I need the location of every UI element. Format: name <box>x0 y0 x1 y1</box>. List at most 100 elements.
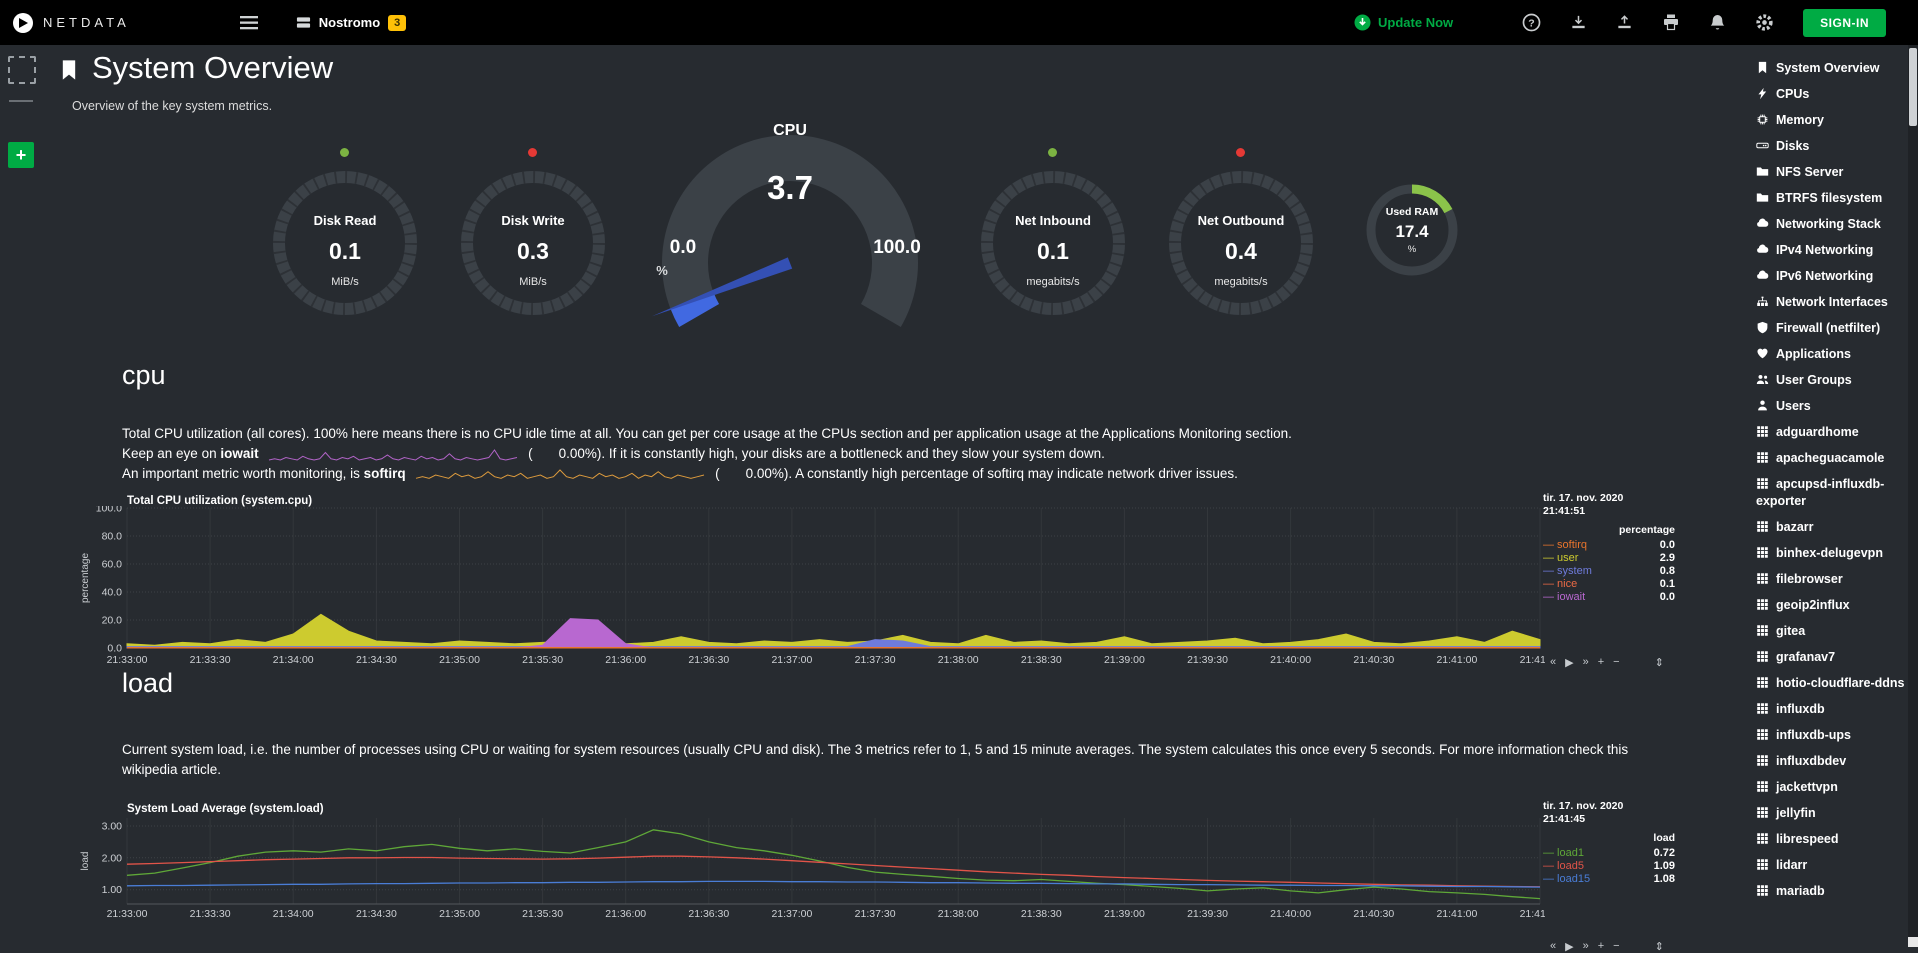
resize-handle[interactable]: ⇕ <box>1654 657 1664 669</box>
legend-item-system[interactable]: — system 0.8 <box>1543 565 1675 577</box>
sidebar-item-apcupsd-influxdb-exporter[interactable]: apcupsd-influxdb-exporter <box>1756 476 1885 508</box>
gauge-disk-write: Disk Write 0.3 MiB/s <box>458 148 608 318</box>
node-selector[interactable]: Nostromo 3 <box>296 14 407 31</box>
import-snapshot-button[interactable] <box>1616 14 1633 31</box>
sidebar-item-btrfs-filesystem[interactable]: BTRFS filesystem <box>1756 185 1908 211</box>
legend-item-load15[interactable]: — load15 1.08 <box>1543 873 1675 885</box>
sidebar-item-apacheguacamole[interactable]: apacheguacamole <box>1756 445 1908 471</box>
sidebar-item-disks[interactable]: Disks <box>1756 133 1908 159</box>
svg-text:21:37:00: 21:37:00 <box>771 908 812 920</box>
gauge-ring <box>461 171 605 315</box>
sidebar-item-lidarr[interactable]: lidarr <box>1756 852 1908 878</box>
svg-text:21:41:00: 21:41:00 <box>1436 908 1477 920</box>
cpu-description: Total CPU utilization (all cores). 100% … <box>122 424 1662 484</box>
sidebar-item-gitea[interactable]: gitea <box>1756 618 1908 644</box>
sidebar-item-system-overview[interactable]: System Overview <box>1756 55 1908 81</box>
grid-icon <box>1756 425 1769 438</box>
page-title: System Overview <box>92 50 334 85</box>
sidebar-item-applications[interactable]: Applications <box>1756 341 1908 367</box>
gauge-label: Net Inbound <box>1015 213 1091 228</box>
grid-icon <box>1756 572 1769 585</box>
legend-item-iowait[interactable]: — iowait 0.0 <box>1543 591 1675 603</box>
svg-text:21:34:00: 21:34:00 <box>273 908 314 920</box>
pan-forward-button[interactable]: » <box>1582 656 1589 668</box>
alarms-button[interactable] <box>1709 14 1726 32</box>
sidebar-item-firewall-netfilter-[interactable]: Firewall (netfilter) <box>1756 315 1908 341</box>
zoom-in-button[interactable]: + <box>1597 940 1605 952</box>
sidebar-item-user-groups[interactable]: User Groups <box>1756 367 1908 393</box>
add-button[interactable]: + <box>8 142 34 168</box>
zoom-in-button[interactable]: + <box>1597 656 1605 668</box>
cpu-chart-canvas[interactable]: 21:33:00 21:33:30 21:34:00 21:34:30 21:35:00… <box>95 506 1545 666</box>
export-snapshot-button[interactable] <box>1570 14 1587 31</box>
sidebar-item-librespeed[interactable]: librespeed <box>1756 826 1908 852</box>
play-button[interactable]: ▶ <box>1565 657 1574 669</box>
node-icon <box>296 17 310 28</box>
softirq-sparkline <box>416 469 705 479</box>
sidebar-item-users[interactable]: Users <box>1756 393 1908 419</box>
legend-item-softirq[interactable]: — softirq 0.0 <box>1543 539 1675 551</box>
highlight-region-tool[interactable] <box>8 56 36 84</box>
legend-item-nice[interactable]: — nice 0.1 <box>1543 578 1675 590</box>
sidebar-item-nfs-server[interactable]: NFS Server <box>1756 159 1908 185</box>
svg-text:40.0: 40.0 <box>102 587 123 599</box>
gauge-label: Disk Read <box>313 213 377 228</box>
update-now-button[interactable]: Update Now <box>1354 14 1453 31</box>
svg-text:21:35:30: 21:35:30 <box>522 908 563 920</box>
sidebar-item-adguardhome[interactable]: adguardhome <box>1756 419 1908 445</box>
sidebar-item-jackettvpn[interactable]: jackettvpn <box>1756 774 1908 800</box>
zoom-out-button[interactable]: − <box>1613 656 1620 668</box>
legend-item-user[interactable]: — user 2.9 <box>1543 552 1675 564</box>
settings-button[interactable] <box>1755 13 1774 32</box>
load-description: Current system load, i.e. the number of … <box>122 742 1629 777</box>
hdd-icon <box>1756 139 1769 152</box>
sign-in-button[interactable]: SIGN-IN <box>1803 8 1886 37</box>
pan-backward-button[interactable]: « <box>1550 940 1557 952</box>
sidebar-item-mariadb[interactable]: mariadb <box>1756 878 1908 904</box>
cloud-icon <box>1756 269 1769 282</box>
sidebar-item-filebrowser[interactable]: filebrowser <box>1756 566 1908 592</box>
sidebar-item-ipv4-networking[interactable]: IPv4 Networking <box>1756 237 1908 263</box>
gauge-status-dot <box>340 148 349 157</box>
y-axis-label: percentage <box>80 552 91 604</box>
sidebar-item-bazarr[interactable]: bazarr <box>1756 514 1908 540</box>
brand-text: NETDATA <box>43 15 130 30</box>
netdata-brand[interactable]: NETDATA <box>12 12 130 34</box>
scrollbar-thumb[interactable] <box>1909 48 1917 126</box>
svg-text:21:36:30: 21:36:30 <box>688 654 729 666</box>
page-scrollbar[interactable] <box>1908 45 1918 947</box>
sidebar-item-memory[interactable]: Memory <box>1756 107 1908 133</box>
wikipedia-link[interactable]: this wikipedia article. <box>122 742 1629 777</box>
sidebar-item-influxdb[interactable]: influxdb <box>1756 696 1908 722</box>
sidebar-item-ipv6-networking[interactable]: IPv6 Networking <box>1756 263 1908 289</box>
menu-toggle-button[interactable] <box>239 15 258 30</box>
sidebar-item-cpus[interactable]: CPUs <box>1756 81 1908 107</box>
help-button[interactable]: ? <box>1522 13 1541 32</box>
zoom-out-button[interactable]: − <box>1613 940 1620 952</box>
update-cloud-icon <box>1354 14 1371 31</box>
sidebar-item-grafanav7[interactable]: grafanav7 <box>1756 644 1908 670</box>
section-sidebar: System Overview CPUs Memory Disks NFS Server… <box>1756 55 1908 904</box>
grid-icon <box>1756 780 1769 793</box>
sidebar-item-influxdbdev[interactable]: influxdbdev <box>1756 748 1908 774</box>
pan-backward-button[interactable]: « <box>1550 656 1557 668</box>
sidebar-item-hotio-cloudflare-ddns[interactable]: hotio-cloudflare-ddns <box>1756 670 1908 696</box>
sidebar-item-jellyfin[interactable]: jellyfin <box>1756 800 1908 826</box>
legend-item-load5[interactable]: — load5 1.09 <box>1543 860 1675 872</box>
legend-item-load1[interactable]: — load1 0.72 <box>1543 847 1675 859</box>
sidebar-item-networking-stack[interactable]: Networking Stack <box>1756 211 1908 237</box>
grid-icon <box>1756 806 1769 819</box>
download-icon <box>1572 15 1585 29</box>
sidebar-item-geoip2influx[interactable]: geoip2influx <box>1756 592 1908 618</box>
print-button[interactable] <box>1662 14 1680 31</box>
shield-icon <box>1756 321 1769 334</box>
alarms-badge[interactable]: 3 <box>388 14 407 31</box>
gauge-label: Net Outbound <box>1197 213 1285 228</box>
sidebar-item-binhex-delugevpn[interactable]: binhex-delugevpn <box>1756 540 1908 566</box>
load-chart-canvas[interactable]: 21:33:00 21:33:30 21:34:00 21:34:30 21:35:00… <box>95 814 1545 920</box>
pan-forward-button[interactable]: » <box>1582 940 1589 952</box>
sidebar-item-network-interfaces[interactable]: Network Interfaces <box>1756 289 1908 315</box>
sidebar-item-influxdb-ups[interactable]: influxdb-ups <box>1756 722 1908 748</box>
ram-gauge-unit: % <box>1407 244 1417 255</box>
cpu-gauge-max: 100.0 <box>873 237 921 258</box>
